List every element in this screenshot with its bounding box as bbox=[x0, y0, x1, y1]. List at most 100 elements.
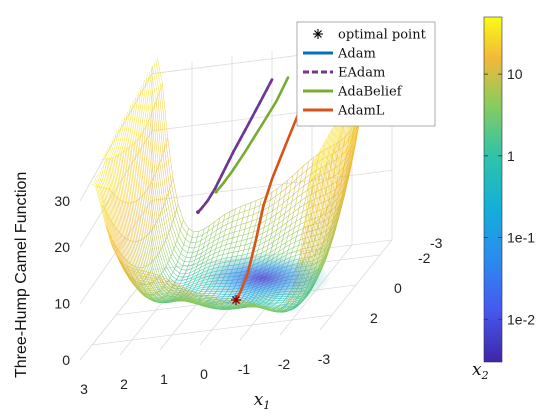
mesh-segment bbox=[122, 201, 127, 239]
legend-label: AdamL bbox=[337, 104, 385, 119]
mesh-segment bbox=[169, 229, 171, 233]
mesh-segment bbox=[253, 212, 258, 214]
mesh-segment bbox=[238, 213, 240, 220]
x1-tick-label: 0 bbox=[200, 366, 208, 382]
mesh-segment bbox=[153, 226, 155, 228]
mesh-segment bbox=[249, 227, 251, 233]
x1-axis-label: x1 bbox=[254, 390, 271, 412]
mesh-segment bbox=[150, 114, 152, 118]
mesh-segment bbox=[238, 235, 243, 236]
mesh-segment bbox=[179, 231, 181, 236]
mesh-segment bbox=[233, 251, 238, 252]
mesh-segment bbox=[188, 248, 190, 253]
mesh-segment bbox=[173, 272, 178, 276]
mesh-segment bbox=[162, 244, 164, 247]
mesh-segment bbox=[234, 231, 239, 233]
mesh-segment bbox=[240, 241, 242, 246]
mesh-segment bbox=[252, 219, 257, 221]
x1-axis-label-subscript: 1 bbox=[263, 399, 270, 412]
mesh-segment bbox=[246, 216, 248, 223]
mesh-segment bbox=[250, 208, 255, 210]
mesh-segment bbox=[111, 158, 113, 159]
global-minimum-basin bbox=[192, 252, 332, 304]
mesh-segment bbox=[228, 252, 233, 253]
mesh-segment bbox=[218, 255, 223, 257]
mesh-segment bbox=[167, 237, 172, 253]
mesh-segment bbox=[273, 306, 278, 307]
mesh-segment bbox=[124, 202, 129, 240]
mesh-segment bbox=[237, 241, 242, 242]
mesh-segment bbox=[276, 304, 281, 305]
mesh-segment bbox=[228, 248, 230, 253]
mesh-segment bbox=[126, 148, 128, 149]
x2-axis-label: x2 bbox=[472, 360, 489, 382]
mesh-segment bbox=[243, 216, 248, 218]
mesh-segment bbox=[109, 159, 111, 160]
grid-line bbox=[80, 131, 152, 247]
mesh-segment bbox=[129, 240, 134, 266]
x2-tick-label: 0 bbox=[394, 280, 402, 296]
mesh-segment bbox=[171, 272, 173, 275]
mesh-segment bbox=[144, 128, 146, 131]
mesh-segment bbox=[246, 203, 251, 205]
mesh-segment bbox=[157, 217, 159, 220]
mesh-segment bbox=[173, 269, 175, 272]
mesh-segment bbox=[231, 226, 236, 228]
mesh-segment bbox=[245, 243, 250, 245]
mesh-segment bbox=[107, 188, 112, 222]
mesh-segment bbox=[163, 154, 168, 194]
mesh-segment bbox=[185, 239, 190, 242]
colorbar-tick-label: 1e-2 bbox=[507, 311, 535, 327]
mesh-segment bbox=[181, 254, 186, 258]
mesh-segment bbox=[165, 202, 170, 228]
mesh-segment bbox=[163, 269, 165, 272]
mesh-segment bbox=[241, 223, 246, 225]
mesh-segment bbox=[242, 235, 244, 241]
colorbar-tick-label: 1 bbox=[507, 148, 515, 164]
x1-tick-label: 1 bbox=[160, 371, 168, 387]
mesh-segment bbox=[243, 234, 248, 236]
x1-tick-label: 2 bbox=[120, 376, 128, 392]
mesh-segment bbox=[167, 233, 169, 237]
mesh-segment bbox=[187, 229, 189, 235]
mesh-segment bbox=[245, 239, 247, 245]
mesh-segment bbox=[177, 204, 179, 209]
mesh-segment bbox=[105, 160, 107, 162]
mesh-segment bbox=[166, 240, 171, 256]
mesh-segment bbox=[249, 232, 254, 234]
mesh-segment bbox=[244, 205, 246, 212]
mesh-segment bbox=[240, 224, 242, 230]
mesh-segment bbox=[179, 254, 181, 258]
legend-label: Adam bbox=[337, 47, 376, 62]
mesh-segment bbox=[238, 218, 243, 220]
mesh-segment bbox=[241, 218, 243, 224]
mesh-segment bbox=[180, 270, 182, 274]
mesh-segment bbox=[145, 125, 147, 128]
mesh-segment bbox=[174, 245, 176, 249]
mesh-segment bbox=[172, 220, 174, 225]
mesh-segment bbox=[254, 226, 256, 232]
legend-label: EAdam bbox=[338, 66, 385, 81]
mesh-segment bbox=[236, 207, 241, 209]
mesh-segment bbox=[177, 236, 179, 241]
mesh-segment bbox=[164, 206, 169, 232]
mesh-segment bbox=[159, 214, 161, 217]
mesh-segment bbox=[147, 121, 149, 124]
mesh-segment bbox=[305, 237, 310, 239]
mesh-segment bbox=[174, 269, 179, 273]
mesh-segment bbox=[137, 138, 139, 140]
mesh-segment bbox=[108, 159, 113, 193]
mesh-segment bbox=[173, 220, 178, 236]
mesh-segment bbox=[160, 158, 162, 162]
mesh-segment bbox=[184, 244, 189, 248]
mesh-segment bbox=[172, 224, 177, 240]
mesh-segment bbox=[166, 143, 171, 183]
mesh-segment bbox=[175, 280, 177, 283]
mesh-segment bbox=[234, 213, 239, 215]
mesh-segment bbox=[242, 239, 247, 240]
mesh-segment bbox=[168, 138, 173, 178]
mesh-segment bbox=[161, 84, 163, 88]
x2-tick-label: 2 bbox=[370, 310, 378, 326]
mesh-segment bbox=[176, 245, 181, 254]
